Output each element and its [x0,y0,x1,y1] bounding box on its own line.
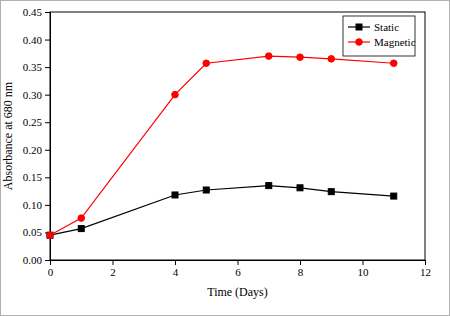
series [47,183,397,239]
x-tick-label: 8 [298,266,304,278]
point [203,187,209,193]
y-tick: 0.30 [23,89,50,101]
y-tick-mark [45,12,50,13]
x-tick-label: 10 [358,266,370,278]
x-axis-title: Time (Days) [207,285,268,299]
x-tick: 6 [235,260,241,278]
y-tick-label: 0.25 [23,116,43,128]
x-tick: 10 [358,260,370,278]
y-tick-mark [45,177,50,178]
point [172,91,179,98]
y-tick: 0.15 [23,171,50,183]
chart: 0 2 4 6 8 10 12 0.00 0.05 0.10 0.15 0.20 0.25 0.30 0.3… [0,0,450,316]
point [390,60,397,67]
series-line [50,186,394,236]
y-tick-label: 0.20 [23,144,43,156]
x-tick-label: 0 [48,266,54,278]
x-tick-mark [300,260,301,265]
y-tick: 0.45 [23,6,50,18]
point [266,183,272,189]
plot: 0 2 4 6 8 10 12 0.00 0.05 0.10 0.15 0.20 0.25 0.30 0.3… [23,6,431,278]
x-tick: 12 [420,260,431,278]
point [78,215,85,222]
y-tick-mark [45,67,50,68]
x-axis: 0 2 4 6 8 10 12 [48,260,431,278]
y-tick: 0.05 [23,226,50,238]
x-tick: 4 [173,260,179,278]
legend-box [343,16,415,56]
x-tick-mark [175,260,176,265]
x-tick-label: 4 [173,266,179,278]
point [391,193,397,199]
legend-marker [356,39,363,46]
point [328,189,334,195]
x-tick: 8 [298,260,304,278]
y-tick-mark [45,150,50,151]
point [203,60,210,67]
point [297,185,303,191]
legend-label: Magnetic [374,36,416,48]
y-tick-mark [45,40,50,41]
point [172,192,178,198]
x-tick: 0 [48,260,54,278]
x-axis-line [51,261,426,266]
x-tick-mark [113,260,114,265]
x-tick-mark [425,260,426,265]
y-tick-label: 0.40 [23,34,43,46]
point [47,232,54,239]
point [78,226,84,232]
x-tick-label: 2 [110,266,116,278]
legend-label: Static [374,21,399,33]
point [328,56,335,63]
y-axis-line [45,13,51,261]
y-tick: 0.20 [23,144,50,156]
y-tick-mark [45,95,50,96]
outer-frame [1,1,450,316]
legend-entry: Magnetic [348,36,416,48]
x-tick-label: 12 [420,266,431,278]
series [47,53,397,239]
y-tick-label: 0.10 [23,199,43,211]
x-tick-mark [363,260,364,265]
point [297,54,304,61]
y-tick: 0.10 [23,199,50,211]
x-tick: 2 [110,260,116,278]
y-tick-label: 0.45 [23,6,43,18]
y-tick-mark [45,205,50,206]
y-tick: 0.00 [23,254,50,266]
y-tick-label: 0.00 [23,254,43,266]
data-layer [47,53,397,239]
legend: Static Magnetic [343,16,416,56]
y-tick-label: 0.05 [23,226,43,238]
y-tick-mark [45,122,50,123]
y-tick: 0.35 [23,61,50,73]
y-tick-mark [45,260,50,261]
x-tick-mark [238,260,239,265]
y-tick: 0.25 [23,116,50,128]
legend-marker [356,24,362,30]
y-tick-label: 0.30 [23,89,43,101]
y-tick-label: 0.15 [23,171,43,183]
point [47,232,53,238]
y-tick: 0.40 [23,34,50,46]
legend-entry: Static [348,21,399,33]
y-axis: 0.00 0.05 0.10 0.15 0.20 0.25 0.30 0.35 0.40 0.45 [23,6,51,266]
y-axis-title: Absorbance at 680 nm [1,81,15,190]
plot-frame [50,12,425,260]
y-tick-label: 0.35 [23,61,43,73]
series-line [50,56,394,235]
x-tick-label: 6 [235,266,241,278]
point [265,53,272,60]
